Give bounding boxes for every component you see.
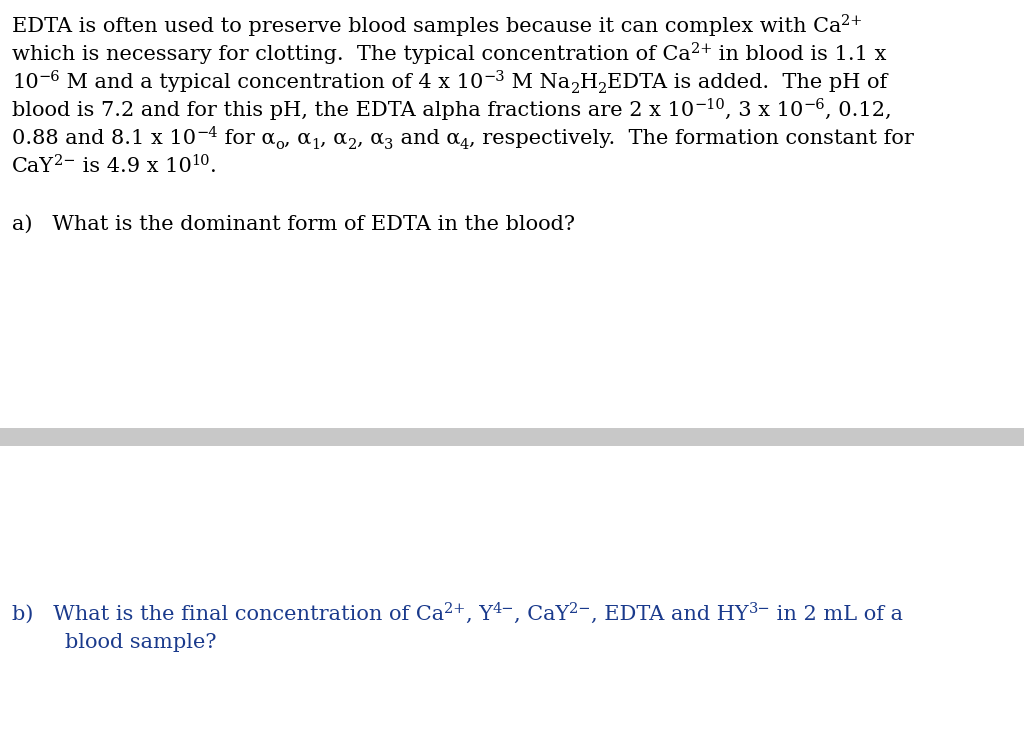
Text: is 4.9 x 10: is 4.9 x 10 xyxy=(76,157,191,176)
Text: .: . xyxy=(210,157,217,176)
Text: −4: −4 xyxy=(197,126,218,140)
Text: −3: −3 xyxy=(483,70,506,84)
Text: a)   What is the dominant form of EDTA in the blood?: a) What is the dominant form of EDTA in … xyxy=(12,215,575,234)
Text: 10: 10 xyxy=(191,154,210,168)
Text: M and a typical concentration of 4 x 10: M and a typical concentration of 4 x 10 xyxy=(60,73,483,92)
Text: EDTA is added.  The pH of: EDTA is added. The pH of xyxy=(607,73,888,92)
Text: 0.88 and 8.1 x 10: 0.88 and 8.1 x 10 xyxy=(12,129,197,148)
Text: −6: −6 xyxy=(39,70,60,84)
Text: , respectively.  The formation constant for: , respectively. The formation constant f… xyxy=(469,129,914,148)
Text: , α: , α xyxy=(284,129,311,148)
Text: 2−: 2− xyxy=(54,154,76,168)
Text: 2−: 2− xyxy=(569,602,591,616)
Text: 2+: 2+ xyxy=(691,42,712,56)
Text: in 2 mL of a: in 2 mL of a xyxy=(770,605,903,624)
Text: blood is 7.2 and for this pH, the EDTA alpha fractions are 2 x 10: blood is 7.2 and for this pH, the EDTA a… xyxy=(12,101,694,120)
Text: CaY: CaY xyxy=(12,157,54,176)
Text: 1: 1 xyxy=(311,138,321,152)
Text: b)   What is the final concentration of Ca: b) What is the final concentration of Ca xyxy=(12,605,444,624)
Text: 2+: 2+ xyxy=(842,14,863,28)
Text: which is necessary for clotting.  The typical concentration of Ca: which is necessary for clotting. The typ… xyxy=(12,45,691,64)
Text: 2: 2 xyxy=(347,138,357,152)
Text: 2: 2 xyxy=(570,82,580,96)
Text: , 0.12,: , 0.12, xyxy=(825,101,892,120)
Text: −10: −10 xyxy=(694,98,725,112)
Text: and α: and α xyxy=(393,129,460,148)
Text: −6: −6 xyxy=(804,98,825,112)
Text: M Na: M Na xyxy=(506,73,570,92)
Text: 2: 2 xyxy=(598,82,607,96)
Text: H: H xyxy=(580,73,598,92)
Text: , α: , α xyxy=(321,129,347,148)
Text: , EDTA and HY: , EDTA and HY xyxy=(591,605,749,624)
Text: , Y: , Y xyxy=(466,605,493,624)
Text: 2+: 2+ xyxy=(444,602,466,616)
Text: 10: 10 xyxy=(12,73,39,92)
Text: EDTA is often used to preserve blood samples because it can complex with Ca: EDTA is often used to preserve blood sam… xyxy=(12,17,842,36)
Text: 3−: 3− xyxy=(749,602,770,616)
Text: o: o xyxy=(275,138,284,152)
Text: 4−: 4− xyxy=(493,602,514,616)
Text: in blood is 1.1 x: in blood is 1.1 x xyxy=(712,45,887,64)
Text: , 3 x 10: , 3 x 10 xyxy=(725,101,804,120)
Text: blood sample?: blood sample? xyxy=(12,633,216,652)
Text: , α: , α xyxy=(357,129,384,148)
Text: 4: 4 xyxy=(460,138,469,152)
Text: for α: for α xyxy=(218,129,275,148)
Text: 3: 3 xyxy=(384,138,393,152)
Text: , CaY: , CaY xyxy=(514,605,569,624)
